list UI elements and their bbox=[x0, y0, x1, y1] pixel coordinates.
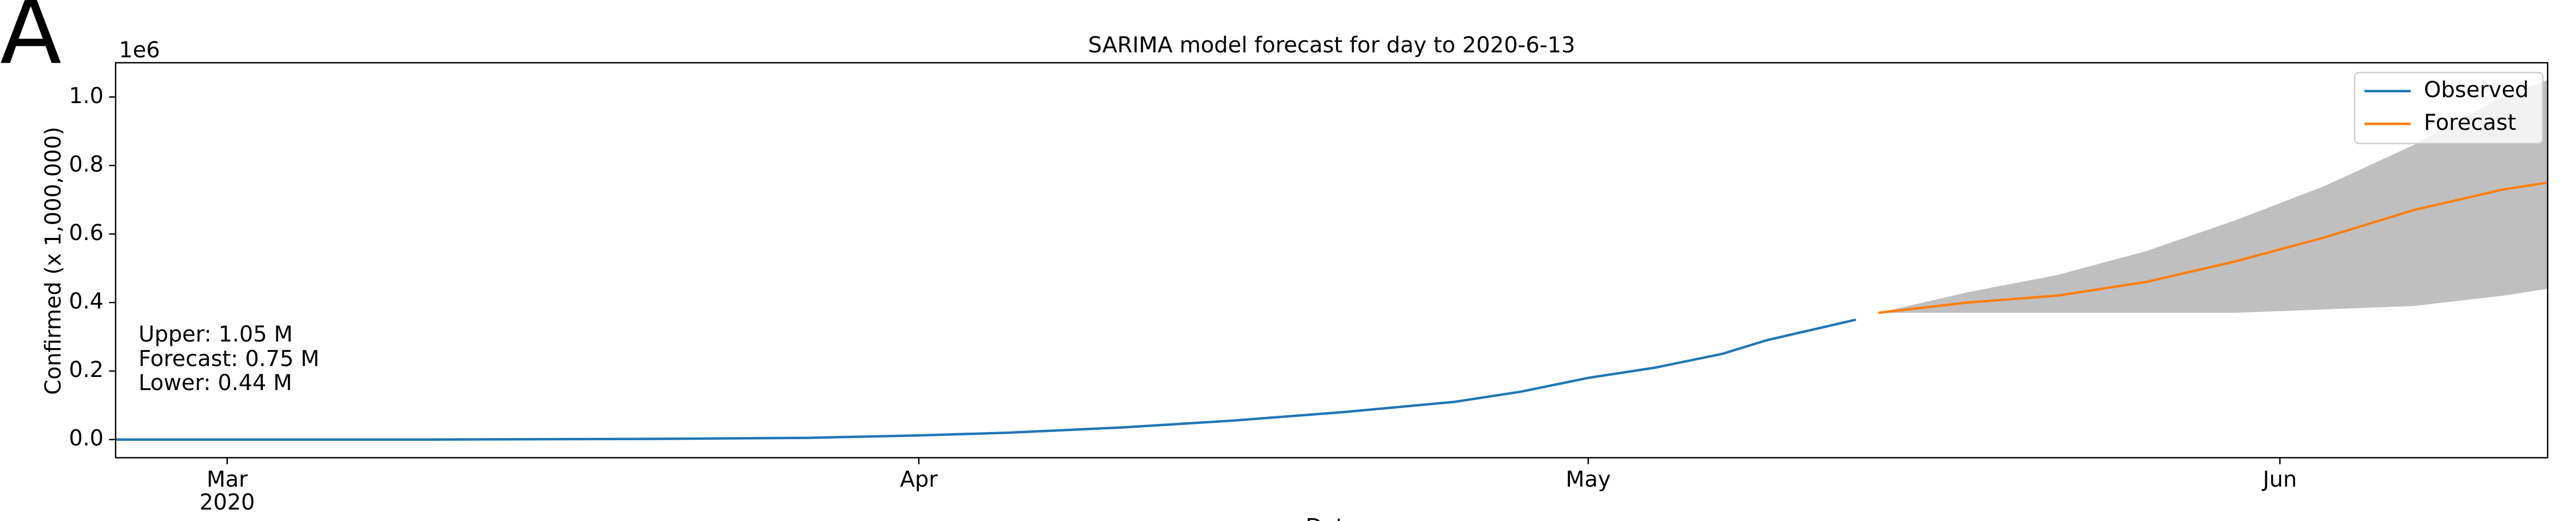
x-tick-label: Apr bbox=[900, 467, 938, 492]
x-tick-label: May bbox=[1566, 467, 1611, 492]
annotation: Forecast: 0.75 M bbox=[139, 346, 320, 372]
y-axis-label: Confirmed (x 1,000,000) bbox=[41, 127, 66, 395]
y-tick-label: 0.4 bbox=[69, 289, 104, 314]
series-line bbox=[116, 318, 1857, 441]
confidence-band bbox=[1878, 80, 2548, 313]
annotation: Lower: 0.44 M bbox=[139, 370, 292, 396]
annotation: Upper: 1.05 M bbox=[139, 322, 293, 347]
plot-area bbox=[116, 80, 2548, 441]
y-tick-label: 0.2 bbox=[69, 357, 104, 382]
x-tick-label: Mar bbox=[207, 467, 248, 492]
y-tick-label: 0.8 bbox=[69, 152, 104, 177]
y-offset-label: 1e6 bbox=[119, 38, 160, 63]
y-tick-label: 0.6 bbox=[69, 220, 104, 245]
x-tick-label: Jun bbox=[2261, 467, 2297, 492]
y-tick-label: 0.0 bbox=[69, 426, 104, 451]
x-year-label: 2020 bbox=[200, 490, 255, 515]
legend-label: Observed bbox=[2424, 77, 2529, 103]
x-axis-label: Date bbox=[1305, 514, 1358, 521]
panel-label: A bbox=[0, 0, 62, 84]
chart-title: SARIMA model forecast for day to 2020-6-… bbox=[1088, 33, 1575, 58]
y-tick-label: 1.0 bbox=[69, 83, 104, 109]
series-line bbox=[1878, 181, 2548, 314]
axes-frame bbox=[115, 62, 2549, 459]
legend-label: Forecast bbox=[2424, 110, 2516, 135]
